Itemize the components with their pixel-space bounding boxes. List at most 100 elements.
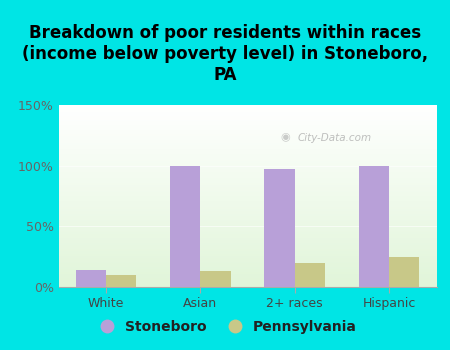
Bar xyxy=(58,251,436,252)
Bar xyxy=(58,120,436,121)
Bar xyxy=(58,284,436,285)
Bar xyxy=(359,166,389,287)
Bar xyxy=(58,125,436,127)
Bar xyxy=(58,231,436,232)
Bar xyxy=(58,169,436,170)
Bar xyxy=(58,180,436,181)
Bar xyxy=(58,190,436,192)
Bar xyxy=(58,247,436,249)
Bar xyxy=(58,274,436,276)
Bar xyxy=(58,207,436,209)
Text: City-Data.com: City-Data.com xyxy=(297,133,372,143)
Bar xyxy=(58,203,436,205)
Bar xyxy=(58,280,436,281)
Bar xyxy=(58,216,436,218)
Bar xyxy=(58,111,436,112)
Bar xyxy=(58,220,436,222)
Bar xyxy=(106,275,136,287)
Bar xyxy=(58,108,436,111)
Bar xyxy=(170,166,200,287)
Bar xyxy=(58,147,436,149)
Bar xyxy=(58,281,436,284)
Bar xyxy=(58,205,436,207)
Bar xyxy=(58,145,436,147)
Bar xyxy=(58,154,436,156)
Bar xyxy=(58,150,436,152)
Bar xyxy=(58,260,436,261)
Bar xyxy=(58,249,436,251)
Bar xyxy=(58,245,436,247)
Bar xyxy=(58,187,436,189)
Bar xyxy=(58,193,436,194)
Bar xyxy=(58,202,436,203)
Bar xyxy=(200,271,230,287)
Bar xyxy=(58,107,436,108)
Bar xyxy=(58,256,436,258)
Bar xyxy=(58,254,436,256)
Bar xyxy=(58,127,436,129)
Bar xyxy=(58,158,436,160)
Bar xyxy=(76,270,106,287)
Bar xyxy=(58,225,436,227)
Bar xyxy=(58,222,436,223)
Bar xyxy=(58,172,436,174)
Bar xyxy=(58,265,436,267)
Bar xyxy=(58,112,436,114)
Bar xyxy=(58,199,436,202)
Bar xyxy=(58,285,436,287)
Bar xyxy=(58,278,436,280)
Bar xyxy=(58,183,436,185)
Bar xyxy=(58,209,436,211)
Bar xyxy=(58,181,436,183)
Bar xyxy=(58,167,436,169)
Bar xyxy=(58,212,436,214)
Bar xyxy=(58,105,436,107)
Bar xyxy=(58,189,436,190)
Bar xyxy=(58,161,436,163)
Bar xyxy=(58,234,436,236)
Bar xyxy=(58,261,436,263)
Text: ◉: ◉ xyxy=(280,133,290,143)
Bar xyxy=(58,170,436,172)
Bar xyxy=(58,236,436,238)
Bar xyxy=(58,118,436,120)
Bar xyxy=(58,211,436,212)
Bar xyxy=(58,114,436,116)
Bar xyxy=(58,156,436,158)
Bar xyxy=(58,140,436,141)
Bar xyxy=(58,241,436,243)
Bar xyxy=(58,176,436,178)
Bar xyxy=(58,271,436,272)
Bar xyxy=(58,136,436,138)
Bar xyxy=(58,132,436,134)
Bar xyxy=(58,131,436,132)
Bar xyxy=(58,163,436,165)
Bar xyxy=(58,194,436,196)
Bar xyxy=(58,238,436,240)
Bar xyxy=(58,243,436,245)
Bar xyxy=(58,141,436,143)
Bar xyxy=(58,214,436,216)
Bar xyxy=(58,178,436,180)
Bar xyxy=(265,169,295,287)
Bar xyxy=(58,258,436,260)
Bar xyxy=(58,229,436,231)
Bar xyxy=(58,134,436,136)
Bar xyxy=(295,263,325,287)
Bar xyxy=(58,129,436,131)
Bar xyxy=(58,143,436,145)
Bar xyxy=(58,196,436,198)
Bar xyxy=(58,160,436,161)
Bar xyxy=(58,227,436,229)
Bar xyxy=(58,269,436,271)
Bar xyxy=(58,138,436,140)
Bar xyxy=(58,272,436,274)
Bar xyxy=(58,152,436,154)
Bar xyxy=(58,165,436,167)
Legend: Stoneboro, Pennsylvania: Stoneboro, Pennsylvania xyxy=(88,314,362,340)
Bar xyxy=(58,218,436,220)
Bar xyxy=(58,276,436,278)
Bar xyxy=(58,185,436,187)
Bar xyxy=(58,232,436,234)
Bar xyxy=(389,257,419,287)
